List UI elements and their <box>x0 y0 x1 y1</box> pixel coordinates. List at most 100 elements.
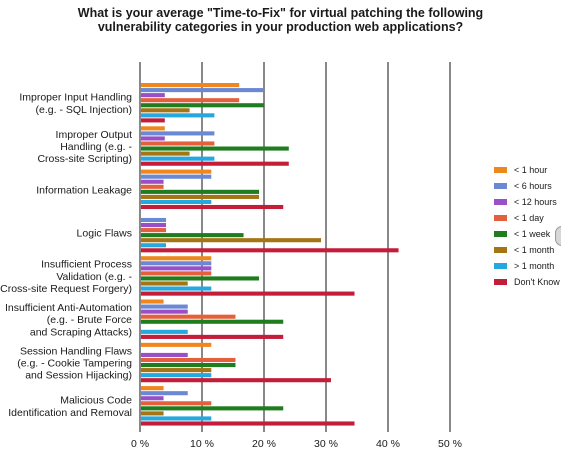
bar-3-1 <box>141 217 167 223</box>
bar-0-0 <box>141 83 240 88</box>
category-label-0-0: Improper Input Handling <box>19 92 132 104</box>
category-label-4-2: Cross-site Request Forgery) <box>0 283 132 295</box>
bar-0-3 <box>141 98 240 103</box>
bar-2-0 <box>141 169 212 174</box>
bar-1-6 <box>141 156 215 161</box>
bar-7-0 <box>141 386 164 391</box>
bar-6-5 <box>141 368 212 373</box>
bar-0-2 <box>141 93 165 98</box>
bar-0-4 <box>141 103 264 108</box>
x-tick-label-2: 20 % <box>252 438 276 450</box>
bar-3-2 <box>141 223 167 228</box>
bar-2-3 <box>141 184 164 189</box>
bar-0-1 <box>141 88 264 93</box>
bar-0-5 <box>141 108 190 113</box>
legend-swatch-5 <box>494 247 507 253</box>
x-tick-label-4: 40 % <box>376 438 400 450</box>
bar-2-7 <box>141 204 284 210</box>
bar-7-6 <box>141 416 212 421</box>
category-label-4-1: Validation (e.g. - <box>56 271 132 283</box>
bar-2-5 <box>141 194 260 199</box>
bar-1-0 <box>141 126 165 131</box>
category-label-0-1: (e.g. - SQL Injection) <box>36 104 132 116</box>
category-label-4-0: Insufficient Process <box>41 259 132 271</box>
legend-swatch-0 <box>494 167 507 173</box>
bar-4-3 <box>141 271 212 276</box>
bar-3-3 <box>141 228 167 233</box>
chart-title: What is your average "Time-to-Fix" for v… <box>0 6 561 34</box>
bar-2-2 <box>141 179 164 184</box>
category-label-7-0: Malicious Code <box>60 395 132 407</box>
bar-4-6 <box>141 286 212 291</box>
bar-2-1 <box>141 174 212 179</box>
legend-swatch-2 <box>494 199 507 205</box>
bar-6-4 <box>141 363 236 368</box>
bar-6-2 <box>141 352 188 357</box>
bar-3-6 <box>141 243 167 248</box>
category-label-6-2: and Session Hijacking) <box>25 370 132 382</box>
bar-6-0 <box>141 342 212 347</box>
bar-1-3 <box>141 141 215 146</box>
bar-7-4 <box>141 406 284 411</box>
legend-swatch-3 <box>494 215 507 221</box>
legend-label-7: Don't Know <box>514 277 560 287</box>
category-label-6-1: (e.g. - Cookie Tampering <box>17 358 132 370</box>
bar-7-5 <box>141 411 164 416</box>
legend-swatch-6 <box>494 263 507 269</box>
legend-label-3: < 1 day <box>514 213 544 223</box>
bar-1-1 <box>141 131 215 136</box>
bar-3-7 <box>141 248 399 253</box>
bar-1-2 <box>141 136 165 141</box>
legend-label-4: < 1 week <box>514 229 551 239</box>
bar-7-3 <box>141 401 212 406</box>
chart-title-line-2: vulnerability categories in your product… <box>97 20 464 34</box>
bar-6-6 <box>141 373 212 378</box>
category-label-1-2: Cross-site Scripting) <box>37 153 132 165</box>
legend-swatch-4 <box>494 231 507 237</box>
legend-label-0: < 1 hour <box>514 165 547 175</box>
x-tick-label-3: 30 % <box>314 438 338 450</box>
bar-2-6 <box>141 199 212 204</box>
bar-7-1 <box>141 391 188 396</box>
bar-2-4 <box>141 189 260 194</box>
bar-5-1 <box>141 304 188 309</box>
category-label-6-0: Session Handling Flaws <box>20 345 132 357</box>
category-label-1-1: Handling (e.g. - <box>60 141 132 153</box>
bar-7-2 <box>141 396 164 401</box>
bar-3-4 <box>141 233 244 238</box>
legend-label-1: < 6 hours <box>514 181 552 191</box>
bar-4-2 <box>141 266 212 271</box>
bar-4-0 <box>141 256 212 261</box>
bar-1-7 <box>141 161 289 166</box>
bar-4-5 <box>141 281 188 286</box>
category-label-1-0: Improper Output <box>56 129 133 141</box>
bar-0-7 <box>141 118 165 123</box>
bar-5-7 <box>141 334 284 339</box>
bar-5-2 <box>141 309 188 314</box>
bar-1-5 <box>141 151 190 156</box>
category-label-5-2: and Scraping Attacks) <box>30 326 132 338</box>
category-label-3-0: Logic Flaws <box>77 228 132 240</box>
legend-swatch-7 <box>494 279 507 285</box>
category-label-5-1: (e.g. - Brute Force <box>47 314 132 326</box>
bar-5-0 <box>141 299 164 304</box>
bar-5-3 <box>141 314 236 319</box>
category-label-7-1: Identification and Removal <box>8 407 132 419</box>
x-tick-label-0: 0 % <box>131 438 149 450</box>
bar-4-7 <box>141 291 355 296</box>
scroll-handle[interactable] <box>555 226 561 246</box>
bar-5-4 <box>141 319 284 324</box>
bar-4-4 <box>141 276 260 281</box>
category-label-5-0: Insufficient Anti-Automation <box>5 302 132 314</box>
category-label-2-0: Information Leakage <box>36 184 132 196</box>
bar-6-7 <box>141 378 331 383</box>
bar-1-4 <box>141 146 289 151</box>
bar-0-6 <box>141 113 215 118</box>
bar-5-6 <box>141 329 188 334</box>
legend-label-2: < 12 hours <box>514 197 557 207</box>
legend-label-6: > 1 month <box>514 261 554 271</box>
bar-6-3 <box>141 357 236 363</box>
x-tick-label-5: 50 % <box>438 438 462 450</box>
bar-3-5 <box>141 238 322 243</box>
